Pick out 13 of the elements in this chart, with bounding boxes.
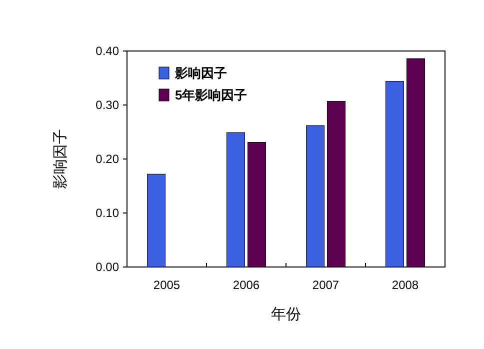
legend-label: 影响因子 — [174, 66, 227, 81]
legend-label: 5年影响因子 — [175, 88, 248, 103]
x-tick-label: 2007 — [312, 278, 340, 292]
x-tick-label: 2006 — [232, 278, 260, 292]
x-tick-label: 2008 — [392, 278, 419, 292]
y-tick-label: 0.10 — [96, 206, 120, 220]
y-tick-label: 0.30 — [96, 98, 120, 112]
y-tick-label: 0.20 — [96, 152, 120, 166]
x-axis-title: 年份 — [271, 306, 301, 323]
y-tick-label: 0.40 — [96, 44, 120, 58]
y-axis-title: 影响因子 — [52, 129, 69, 189]
x-tick-label: 2005 — [153, 278, 180, 292]
y-tick-label: 0.00 — [96, 260, 120, 274]
